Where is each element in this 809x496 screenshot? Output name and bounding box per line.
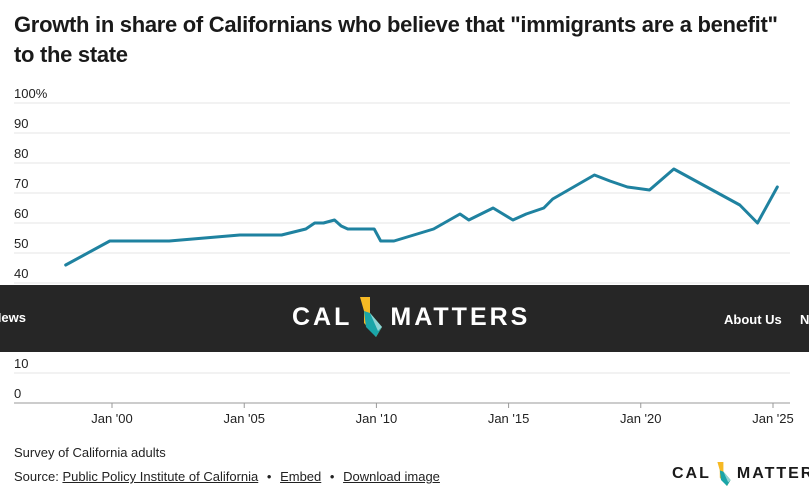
california-state-icon <box>717 462 731 486</box>
y-tick-label: 40 <box>14 266 28 281</box>
y-tick-label: 60 <box>14 206 28 221</box>
x-tick-label: Jan '00 <box>91 411 133 426</box>
logo-text-right: MATTERS <box>736 465 809 482</box>
y-tick-label: 80 <box>14 146 28 161</box>
x-tick-label: Jan '25 <box>752 411 794 426</box>
x-tick-label: Jan '05 <box>223 411 265 426</box>
source-label: Source: <box>14 469 59 484</box>
nav-about-us-link[interactable]: About Us <box>724 312 782 327</box>
x-tick-label: Jan '20 <box>620 411 662 426</box>
california-state-icon <box>360 297 383 337</box>
chart-series <box>64 167 779 267</box>
y-tick-label: 100% <box>14 86 48 101</box>
x-tick-label: Jan '10 <box>356 411 398 426</box>
y-tick-label: 50 <box>14 236 28 251</box>
nav-news-link[interactable]: News <box>0 310 26 325</box>
logo-text-right: MATTERS <box>390 302 531 331</box>
download-image-link[interactable]: Download image <box>343 469 440 484</box>
nav-next-link[interactable]: N <box>800 312 809 327</box>
embed-link[interactable]: Embed <box>280 469 322 484</box>
y-tick-label: 0 <box>14 386 21 401</box>
source-link[interactable]: Public Policy Institute of California <box>62 469 259 484</box>
logo-text-left: CAL <box>292 302 353 331</box>
calmatters-logo[interactable]: CAL MATTERS <box>292 297 530 337</box>
y-tick-label: 70 <box>14 176 28 191</box>
y-tick-label: 10 <box>14 356 28 371</box>
chart-source-line: Source: Public Policy Institute of Calif… <box>14 469 440 484</box>
site-header-banner: News CAL MATTERS About Us N <box>0 285 809 352</box>
bullet-separator: • <box>266 469 272 484</box>
bullet-separator: • <box>329 469 335 484</box>
chart-grid <box>14 102 790 404</box>
chart-note: Survey of California adults <box>14 445 166 460</box>
series-line <box>64 167 779 267</box>
y-tick-label: 90 <box>14 116 28 131</box>
x-tick-label: Jan '15 <box>488 411 530 426</box>
logo-text-left: CAL <box>672 465 711 482</box>
x-axis: Jan '00 Jan '05 Jan '10 Jan '15 Jan '20 Jan '… <box>91 403 794 426</box>
chart-title: Growth in share of Californians who beli… <box>14 12 778 67</box>
calmatters-footer-logo[interactable]: CAL MATTERS <box>672 462 809 486</box>
